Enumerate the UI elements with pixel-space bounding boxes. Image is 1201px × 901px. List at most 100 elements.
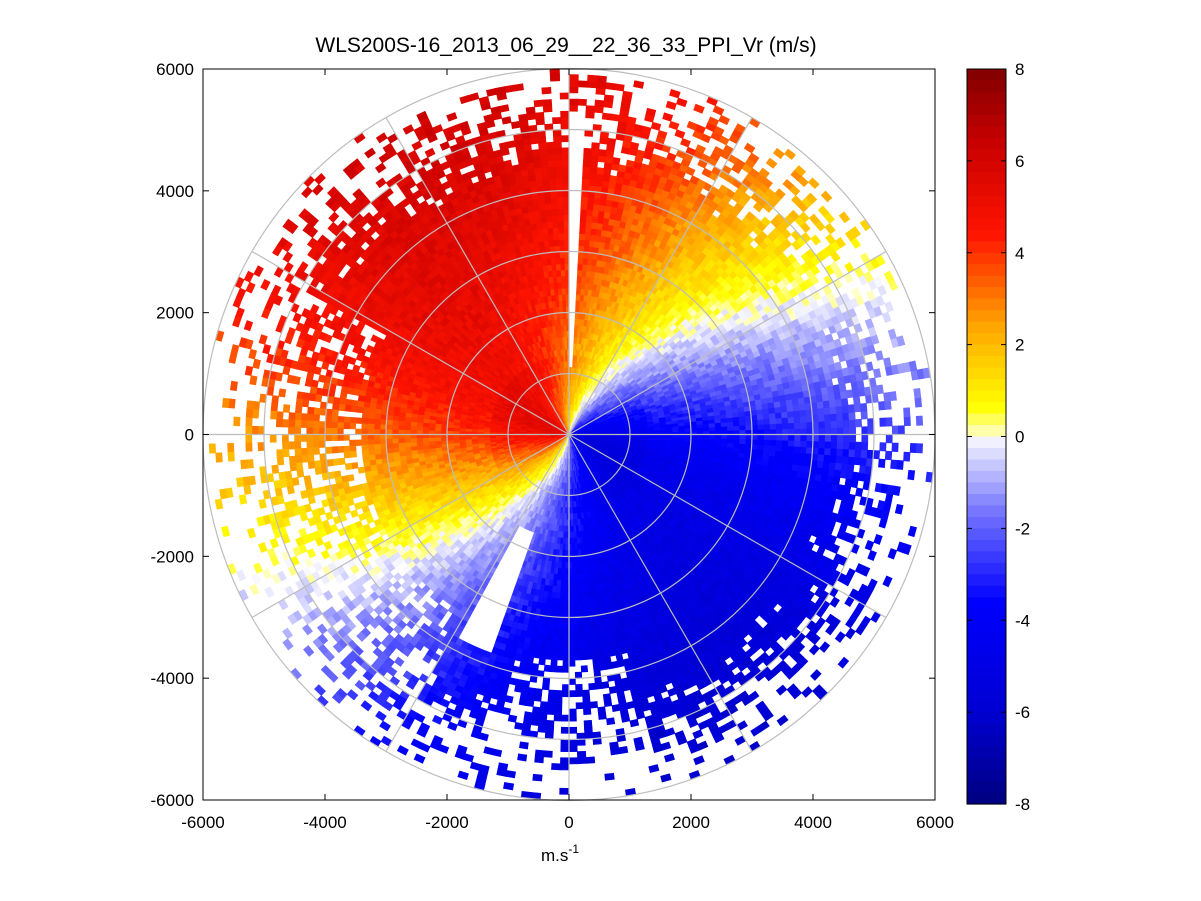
velocity-cell [560, 110, 570, 118]
velocity-cell [816, 400, 825, 409]
velocity-cell [561, 293, 566, 301]
velocity-cell [538, 148, 548, 156]
velocity-cell [561, 177, 570, 185]
velocity-cell [587, 74, 598, 83]
velocity-cell [544, 203, 552, 211]
velocity-cell [597, 149, 607, 157]
velocity-cell [561, 147, 570, 155]
velocity-cell [800, 427, 808, 435]
velocity-cell [562, 190, 570, 198]
velocity-cell [799, 409, 807, 417]
velocity-cell [548, 239, 555, 247]
velocity-cell [578, 239, 585, 247]
velocity-cell [549, 196, 558, 204]
velocity-cell [604, 82, 616, 91]
velocity-cell [549, 190, 557, 198]
velocity-cell [590, 221, 598, 230]
velocity-cell [552, 129, 562, 137]
velocity-cell [614, 83, 625, 92]
velocity-cell [596, 75, 607, 83]
velocity-cell [506, 140, 516, 149]
velocity-cell [549, 74, 561, 82]
velocity-cell [756, 413, 764, 421]
velocity-cell [568, 80, 579, 88]
velocity-cell [720, 425, 728, 431]
velocity-cell [559, 251, 565, 259]
velocity-cell [547, 166, 556, 174]
velocity-cell [823, 406, 831, 415]
velocity-cell [534, 111, 545, 120]
velocity-cell [793, 409, 801, 418]
velocity-cell [589, 160, 599, 168]
velocity-cell [556, 196, 564, 204]
velocity-cell [577, 251, 584, 259]
velocity-cell [525, 106, 536, 115]
velocity-cell [563, 251, 570, 259]
velocity-cell [562, 202, 570, 210]
velocity-cell [547, 160, 556, 168]
velocity-cell [558, 245, 565, 253]
velocity-cell [861, 426, 869, 435]
velocity-cell [550, 202, 558, 210]
velocity-cell [596, 167, 605, 175]
velocity-cell [721, 429, 728, 435]
velocity-cell [806, 427, 814, 435]
velocity-cell [574, 312, 579, 320]
velocity-cell [860, 410, 868, 420]
velocity-cell [903, 416, 911, 427]
velocity-cell [878, 400, 886, 411]
velocity-cell [545, 141, 555, 150]
velocity-cell [867, 426, 875, 435]
velocity-cell [556, 202, 564, 210]
velocity-cell [554, 251, 561, 259]
velocity-cell [787, 422, 795, 430]
velocity-cell [534, 173, 543, 181]
velocity-cell [586, 80, 598, 89]
velocity-cell [780, 411, 789, 419]
velocity-cell [738, 420, 747, 426]
velocity-cell [751, 429, 759, 435]
velocity-cell [498, 104, 510, 113]
velocity-cell [552, 227, 559, 235]
velocity-cell [727, 429, 735, 435]
velocity-cell [533, 99, 544, 108]
velocity-cell [588, 240, 595, 248]
velocity-cell [583, 233, 591, 241]
velocity-cell [560, 116, 570, 124]
velocity-cell [563, 226, 570, 234]
velocity-cell [553, 153, 563, 161]
velocity-cell [757, 429, 765, 435]
velocity-cell [574, 324, 578, 332]
velocity-cell [542, 105, 553, 113]
velocity-cell [824, 413, 832, 422]
velocity-cell [787, 410, 795, 418]
velocity-cell [843, 426, 850, 435]
velocity-cell [573, 336, 578, 344]
velocity-cell [595, 81, 607, 90]
velocity-cell [792, 403, 800, 412]
velocity-cell [545, 209, 553, 217]
velocity-cell [830, 413, 838, 422]
velocity-cell [594, 179, 603, 187]
velocity-cell [578, 245, 585, 253]
velocity-cell [769, 428, 777, 435]
velocity-cell [848, 419, 856, 428]
velocity-cell [562, 196, 570, 204]
velocity-cell [576, 275, 582, 283]
velocity-cell [848, 411, 856, 421]
velocity-cell [775, 428, 783, 435]
velocity-cell [575, 294, 581, 302]
velocity-cell [568, 86, 579, 94]
velocity-cell [550, 208, 558, 216]
velocity-cell [551, 220, 559, 229]
velocity-cell [538, 142, 547, 150]
velocity-cell [611, 157, 621, 165]
velocity-cell [557, 226, 565, 234]
velocity-cell [885, 417, 893, 427]
velocity-cell [592, 197, 601, 206]
velocity-cell [763, 418, 771, 425]
velocity-cell [589, 166, 598, 174]
velocity-cell [582, 257, 588, 265]
velocity-cell [564, 269, 570, 277]
